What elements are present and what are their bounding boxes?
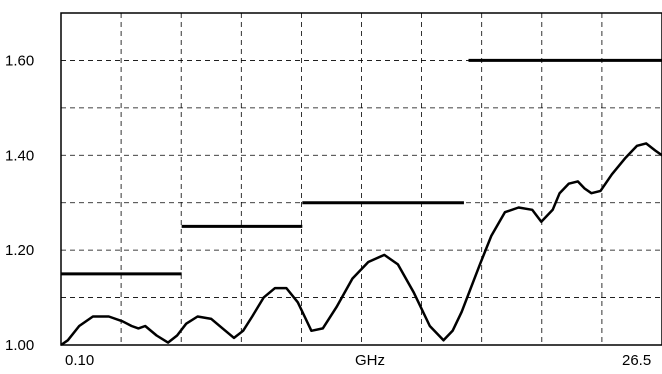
y-tick-label: 1.00 bbox=[5, 337, 34, 354]
y-tick-label: 1.20 bbox=[5, 242, 34, 259]
series bbox=[60, 142, 662, 347]
plot-frame bbox=[60, 12, 662, 346]
y-tick-label: 1.60 bbox=[5, 52, 34, 69]
grid bbox=[61, 13, 662, 345]
limit-lines bbox=[61, 58, 662, 276]
x-axis-label: GHz bbox=[355, 352, 385, 369]
x-end-label: 26.5 bbox=[622, 352, 651, 369]
y-tick-label: 1.40 bbox=[5, 147, 34, 164]
y-axis: 1.00 1.20 1.40 1.60 bbox=[5, 52, 34, 354]
series-line bbox=[60, 142, 662, 347]
x-start-label: 0.10 bbox=[65, 352, 94, 369]
